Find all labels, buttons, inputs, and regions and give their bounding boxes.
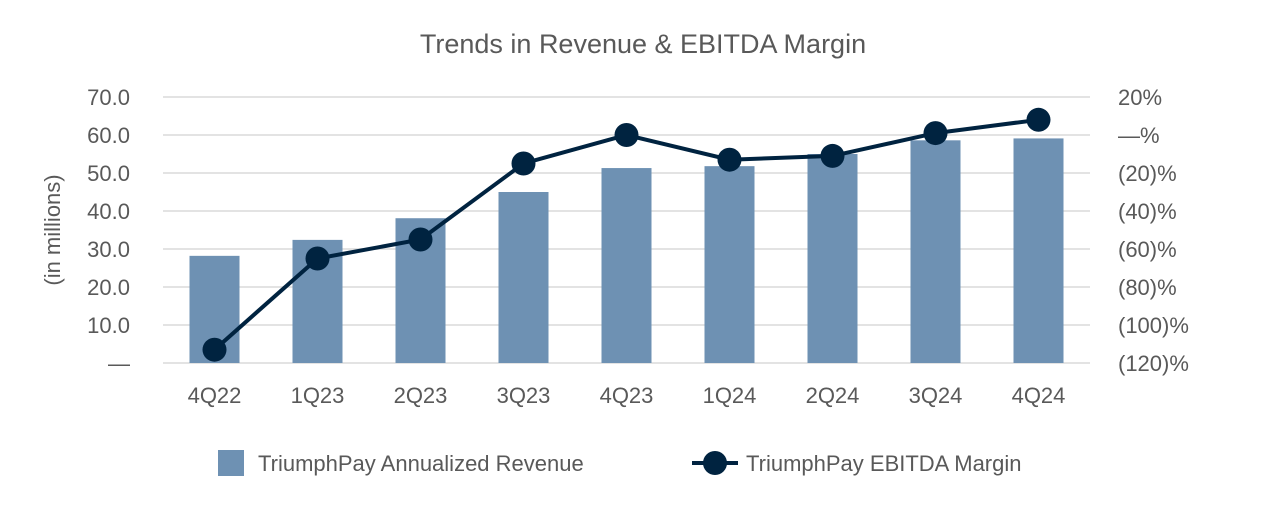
y-right-tick-label: 20%: [1118, 85, 1162, 110]
y-right-tick-label: (60)%: [1118, 237, 1177, 262]
y-left-tick-label: 70.0: [87, 85, 130, 110]
y-right-tick-label: (40)%: [1118, 199, 1177, 224]
point-3Q23: [511, 151, 536, 176]
y-right-tick-label: (20)%: [1118, 161, 1177, 186]
y-axis-label: (in millions): [40, 174, 65, 285]
x-tick-label: 3Q24: [909, 383, 963, 408]
x-tick-label: 3Q23: [497, 383, 551, 408]
y-left-tick-label: 10.0: [87, 313, 130, 338]
point-2Q23: [408, 227, 433, 252]
legend-marker-margin: [703, 451, 727, 475]
x-tick-label: 2Q24: [806, 383, 860, 408]
x-tick-label: 4Q22: [188, 383, 242, 408]
x-tick-label: 1Q24: [703, 383, 757, 408]
y-left-tick-label: 40.0: [87, 199, 130, 224]
x-tick-label: 4Q24: [1012, 383, 1066, 408]
legend: TriumphPay Annualized Revenue TriumphPay…: [218, 450, 1022, 476]
legend-label-revenue: TriumphPay Annualized Revenue: [258, 451, 584, 476]
bar-2Q24: [807, 154, 858, 363]
x-tick-label: 4Q23: [600, 383, 654, 408]
bar-4Q23: [601, 168, 652, 363]
legend-label-margin: TriumphPay EBITDA Margin: [746, 451, 1022, 476]
x-tick-label: 1Q23: [291, 383, 345, 408]
legend-swatch-revenue: [218, 450, 244, 476]
y-left-tick-label: 20.0: [87, 275, 130, 300]
bar-3Q24: [910, 140, 961, 363]
bar-4Q24: [1013, 138, 1064, 363]
y-left-tick-label: 30.0: [87, 237, 130, 262]
axis-labels: — 10.0 20.0 30.0 40.0 50.0 60.0 70.0 (120)% (100)…: [87, 85, 1189, 408]
point-1Q24: [717, 147, 742, 172]
bar-3Q23: [498, 192, 549, 363]
y-right-tick-label: —%: [1118, 123, 1160, 148]
point-3Q24: [923, 121, 948, 146]
y-left-tick-label: —: [108, 351, 130, 376]
bar-series: [189, 138, 1064, 363]
chart-title: Trends in Revenue & EBITDA Margin: [420, 29, 866, 59]
y-right-tick-label: (100)%: [1118, 313, 1189, 338]
y-right-tick-label: (80)%: [1118, 275, 1177, 300]
y-left-tick-label: 50.0: [87, 161, 130, 186]
point-2Q24: [820, 143, 845, 168]
line-series: [202, 107, 1051, 362]
point-4Q23: [614, 123, 639, 147]
point-1Q23: [305, 246, 330, 271]
bar-1Q24: [704, 166, 755, 363]
x-tick-label: 2Q23: [394, 383, 448, 408]
y-left-tick-label: 60.0: [87, 123, 130, 148]
y-right-tick-label: (120)%: [1118, 351, 1189, 376]
point-4Q22: [202, 337, 227, 362]
point-4Q24: [1026, 107, 1051, 132]
